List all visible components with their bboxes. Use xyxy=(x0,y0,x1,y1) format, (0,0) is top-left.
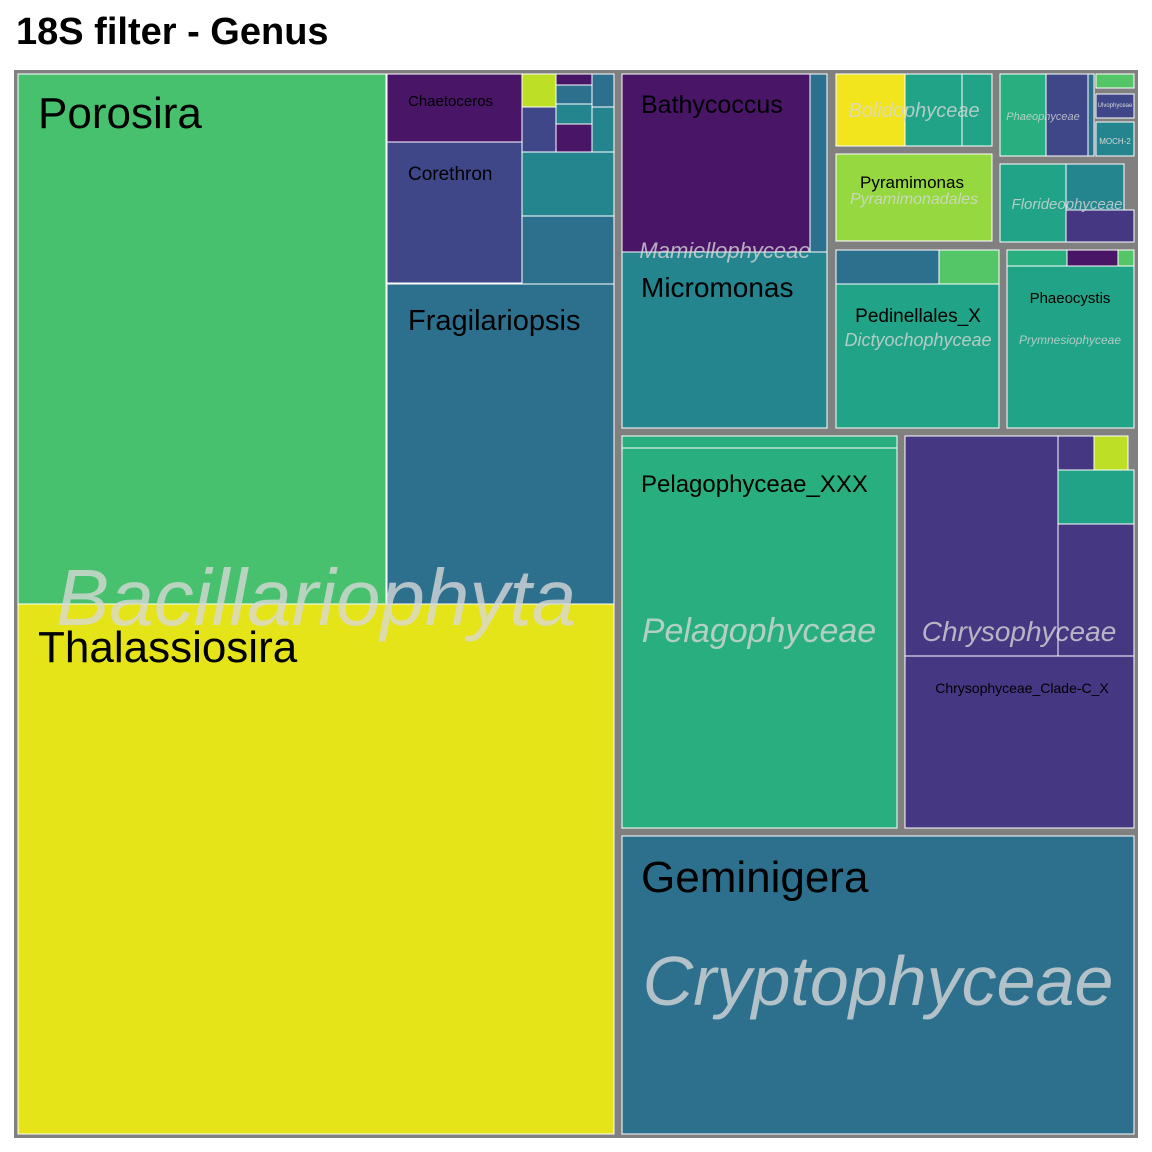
tile-bacillariophyta-6 xyxy=(555,73,593,86)
tile-florideophyceae-1 xyxy=(1065,163,1125,211)
tile-bacillariophyta-11 xyxy=(555,123,593,153)
tile-label-pelagophyceae-xxx: Pelagophyceae_XXX xyxy=(641,471,868,498)
tile-bacillariophyta-5 xyxy=(521,73,557,108)
group-prymnesiophyceae: Phaeocystis xyxy=(1006,249,1135,429)
tile-phaeocystis xyxy=(1006,265,1135,429)
tile-bolidophyceae-1 xyxy=(904,73,963,147)
tile-dictyochophyceae-1 xyxy=(938,249,1000,285)
group-bacillariophyta: Porosira Thalassiosira Chaetoceros Corethro… xyxy=(17,73,615,1135)
group-label-chrysophyceae: Chrysophyceae xyxy=(922,616,1117,647)
tile-chrysophyceae-0 xyxy=(904,435,1059,657)
tile-bolidophyceae-2 xyxy=(961,73,993,147)
tile-label-phaeocystis: Phaeocystis xyxy=(1030,290,1111,307)
tile-pelagophyceae-0 xyxy=(621,435,898,449)
tile-bathycoccus xyxy=(621,73,811,253)
tile-corethron xyxy=(386,141,523,284)
tile-label-pyramimonas: Pyramimonas xyxy=(860,173,964,192)
tile-fragilariopsis xyxy=(386,283,615,605)
tile-chrysophyceae-1 xyxy=(1057,435,1095,471)
tile-label-porosira: Porosira xyxy=(38,89,202,138)
tile-label-moch-2: MOCH-2 xyxy=(1099,137,1131,146)
group-cryptophyceae: Geminigera xyxy=(621,835,1135,1135)
tile-pedinellales-x xyxy=(835,283,1000,429)
group-pelagophyceae: Pelagophyceae_XXX xyxy=(621,435,898,829)
group-label-bolidophyceae: Bolidophyceae xyxy=(848,100,979,122)
group-bolidophyceae xyxy=(835,73,993,147)
group-mamiellophyceae: Bathycoccus Micromonas xyxy=(621,73,828,429)
group-label-pyramimonadales: Pyramimonadales xyxy=(850,191,978,208)
tile-bacillariophyta-14 xyxy=(521,215,615,285)
tile-label-ulvophyceae: Ulvophyceae xyxy=(1098,103,1133,109)
tile-label-geminigera: Geminigera xyxy=(641,853,869,902)
group-label-bacillariophyta: Bacillariophyta xyxy=(56,553,576,642)
tile-mamiellophyceae-1 xyxy=(809,73,828,253)
tile-phaeophyceae-0 xyxy=(999,73,1047,157)
tile-florideophyceae-2 xyxy=(1065,209,1135,243)
group-phaeophyceae xyxy=(999,73,1095,157)
tile-label-fragilariopsis: Fragilariopsis xyxy=(408,305,580,337)
tile-label-micromonas: Micromonas xyxy=(641,272,793,303)
tile-chaetoceros xyxy=(386,73,523,143)
tile-ulvophyceae xyxy=(1095,93,1135,119)
group-label-florideophyceae: Florideophyceae xyxy=(1012,196,1123,213)
tile-group5-0 xyxy=(1095,73,1135,89)
tile-prymnesiophyceae-1 xyxy=(1066,249,1119,267)
tile-phaeophyceae-2 xyxy=(1087,73,1095,157)
tile-label-pedinellales-x: Pedinellales_X xyxy=(855,306,981,327)
tile-pelagophyceae-xxx xyxy=(621,447,898,829)
group-label-mamiellophyceae: Mamiellophyceae xyxy=(639,238,810,263)
tile-pyramimonas xyxy=(835,153,993,242)
group-chrysophyceae: Chrysophyceae_Clade-C_X xyxy=(904,435,1135,829)
tile-label-bathycoccus: Bathycoccus xyxy=(641,91,783,119)
tile-label-chrysophyceae-clade-c-x: Chrysophyceae_Clade-C_X xyxy=(935,680,1109,696)
tile-thalassiosira xyxy=(17,603,615,1135)
tile-chrysophyceae-2 xyxy=(1093,435,1129,471)
group-label-dictyochophyceae: Dictyochophyceae xyxy=(844,330,991,350)
tile-phaeophyceae-1 xyxy=(1045,73,1089,157)
tile-moch-2 xyxy=(1095,121,1135,157)
group-label-cryptophyceae: Cryptophyceae xyxy=(643,942,1114,1020)
group-florideophyceae xyxy=(999,163,1135,243)
group-dictyochophyceae: Pedinellales_X xyxy=(835,249,1000,429)
tile-prymnesiophyceae-0 xyxy=(1006,249,1068,267)
group-unnamed-5: Ulvophyceae MOCH-2 xyxy=(1095,73,1135,157)
group-label-phaeophyceae: Phaeophyceae xyxy=(1006,111,1079,123)
tile-chrysophyceae-4 xyxy=(1057,523,1135,657)
tile-bacillariophyta-13 xyxy=(521,151,615,217)
tile-bacillariophyta-8 xyxy=(591,73,615,108)
tile-micromonas xyxy=(621,251,828,429)
group-pyramimonadales: Pyramimonas xyxy=(835,153,993,242)
chart-title: 18S filter - Genus xyxy=(16,11,329,53)
tile-bacillariophyta-10 xyxy=(555,103,593,125)
tile-bacillariophyta-9 xyxy=(521,106,557,153)
tile-bacillariophyta-7 xyxy=(555,84,593,105)
tile-porosira xyxy=(17,73,387,605)
tile-chrysophyceae-3 xyxy=(1057,469,1135,525)
tile-label-chaetoceros: Chaetoceros xyxy=(408,93,493,110)
group-label-prymnesiophyceae: Prymnesiophyceae xyxy=(1019,333,1121,347)
tile-label-thalassiosira: Thalassiosira xyxy=(38,623,298,672)
tile-chrysophyceae-clade-c-x xyxy=(904,655,1135,829)
tile-label-corethron: Corethron xyxy=(408,164,493,185)
tile-prymnesiophyceae-2 xyxy=(1117,249,1135,267)
tile-dictyochophyceae-0 xyxy=(835,249,940,285)
tile-geminigera xyxy=(621,835,1135,1135)
tile-bacillariophyta-12 xyxy=(591,106,615,153)
group-label-pelagophyceae: Pelagophyceae xyxy=(642,612,876,650)
